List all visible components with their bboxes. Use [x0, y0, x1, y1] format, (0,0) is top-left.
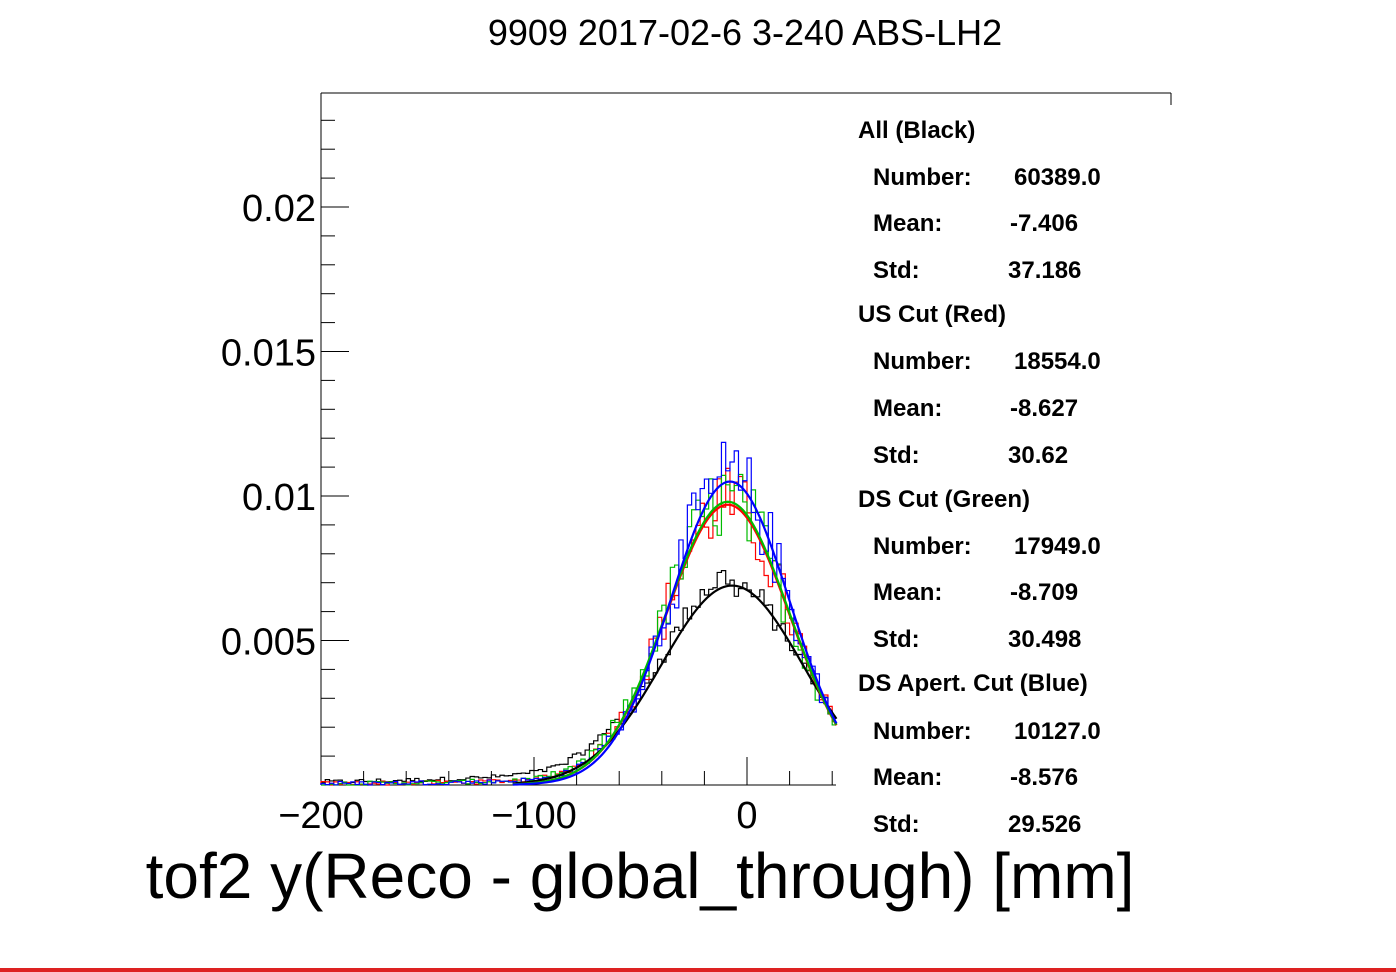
- stats-heading-us-cut: US Cut (Red): [858, 301, 1006, 328]
- stats-value: -7.406: [1010, 210, 1078, 237]
- fit-curve-us-cut-red: [512, 503, 838, 786]
- stats-heading-ds-apert-cut: DS Apert. Cut (Blue): [858, 670, 1088, 697]
- histogram-ds-cut-green: [321, 473, 836, 786]
- stats-label: Mean:: [873, 395, 942, 422]
- y-tick-label: 0.01: [242, 477, 316, 519]
- x-tick-label: −200: [278, 795, 364, 837]
- y-axis-ticks: 0.005 0.01 0.015 0.02: [221, 188, 349, 664]
- stats-value: 30.498: [1008, 626, 1081, 653]
- bottom-border: [0, 968, 1396, 972]
- stats-label: Number:: [873, 348, 972, 375]
- stats-label: Number:: [873, 533, 972, 560]
- stats-label: Number:: [873, 718, 972, 745]
- stats-label: Std:: [873, 442, 920, 469]
- fit-curve-ds-apert-cut-blue: [512, 480, 838, 786]
- fit-curves-layer: [512, 480, 838, 786]
- stats-value: 60389.0: [1014, 164, 1101, 191]
- minor-ticks: [321, 119, 833, 785]
- histogram-ds-apert-cut-blue: [320, 441, 836, 786]
- stats-value: 18554.0: [1014, 348, 1101, 375]
- fit-curve-all-black: [512, 584, 838, 785]
- stats-heading-all: All (Black): [858, 117, 975, 144]
- y-tick-label: 0.005: [221, 622, 316, 664]
- stats-label: Mean:: [873, 210, 942, 237]
- stats-value: 30.62: [1008, 442, 1068, 469]
- stats-value: -8.627: [1010, 395, 1078, 422]
- stats-label: Std:: [873, 811, 920, 838]
- stats-label: Number:: [873, 164, 972, 191]
- stats-value: 10127.0: [1014, 718, 1101, 745]
- stats-value: 37.186: [1008, 257, 1081, 284]
- chart-title: 9909 2017-02-6 3-240 ABS-LH2: [488, 12, 1002, 53]
- stats-value: 29.526: [1008, 811, 1081, 838]
- stats-heading-ds-cut: DS Cut (Green): [858, 486, 1030, 513]
- stats-value: -8.709: [1010, 579, 1078, 606]
- x-axis-ticks: −200 −100 0: [278, 757, 758, 837]
- y-tick-label: 0.02: [242, 188, 316, 230]
- x-tick-label: 0: [736, 795, 757, 837]
- histogram-all-black: [320, 570, 836, 785]
- histogram-layer: [320, 441, 836, 786]
- stats-label: Std:: [873, 626, 920, 653]
- stats-value: -8.576: [1010, 764, 1078, 791]
- stats-label: Mean:: [873, 579, 942, 606]
- stats-label: Mean:: [873, 764, 942, 791]
- stats-box: All (Black) Number: 60389.0 Mean: -7.406…: [858, 117, 1101, 838]
- stats-value: 17949.0: [1014, 533, 1101, 560]
- y-tick-label: 0.015: [221, 333, 316, 375]
- x-axis-label: tof2 y(Reco - global_through) [mm]: [146, 840, 1135, 912]
- stats-label: Std:: [873, 257, 920, 284]
- x-tick-label: −100: [491, 795, 577, 837]
